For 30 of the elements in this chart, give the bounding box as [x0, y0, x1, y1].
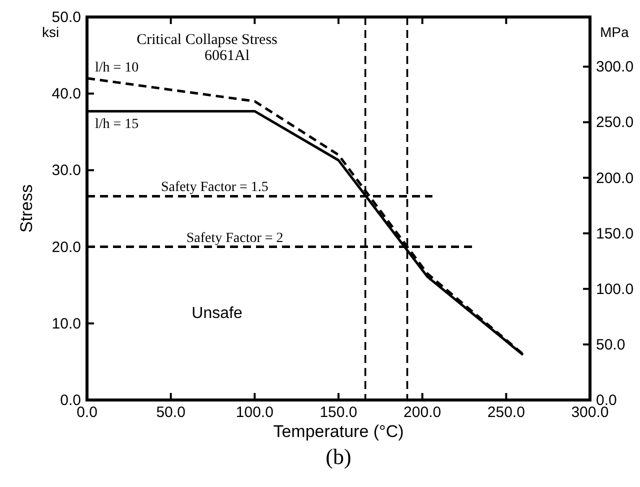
- y2-tick-label: 50.0: [596, 336, 626, 354]
- text: ksi: [42, 24, 60, 40]
- x-tick-label: 300.0: [571, 404, 609, 421]
- x-tick-label: 150.0: [320, 404, 358, 421]
- text: Critical Collapse Stress: [136, 32, 278, 48]
- series-label: l/h = 10: [95, 60, 139, 76]
- y-tick-label: 50.0: [52, 9, 81, 26]
- y2-tick-label: 200.0: [596, 170, 634, 187]
- x-tick-label: 250.0: [487, 404, 525, 421]
- y2-tick-label: 150.0: [596, 225, 634, 242]
- x-tick-label: 200.0: [404, 404, 442, 421]
- text: (b): [326, 444, 352, 469]
- text: 6061Al: [204, 48, 250, 64]
- x-tick-label: 0.0: [76, 404, 98, 421]
- x-tick-label: 100.0: [236, 404, 274, 421]
- y-axis-title: Stress: [17, 184, 36, 233]
- series-label: Safety Factor = 1.5: [160, 180, 268, 196]
- y2-tick-label: 250.0: [596, 114, 634, 132]
- y2-tick-label: 100.0: [596, 280, 634, 298]
- y-tick-label: 20.0: [52, 238, 81, 256]
- x-axis-title: Temperature (°C): [273, 422, 404, 441]
- y-tick-label: 40.0: [52, 86, 81, 103]
- y2-axis-title: MPa: [600, 24, 629, 40]
- series-label: Safety Factor = 2: [186, 230, 284, 246]
- series-label: l/h = 15: [95, 117, 139, 132]
- y-tick-label: 10.0: [52, 315, 81, 332]
- x-tick-label: 50.0: [156, 404, 186, 421]
- y2-tick-label: 300.0: [596, 58, 634, 76]
- y-tick-label: 30.0: [52, 162, 81, 180]
- annotation: Unsafe: [192, 305, 242, 322]
